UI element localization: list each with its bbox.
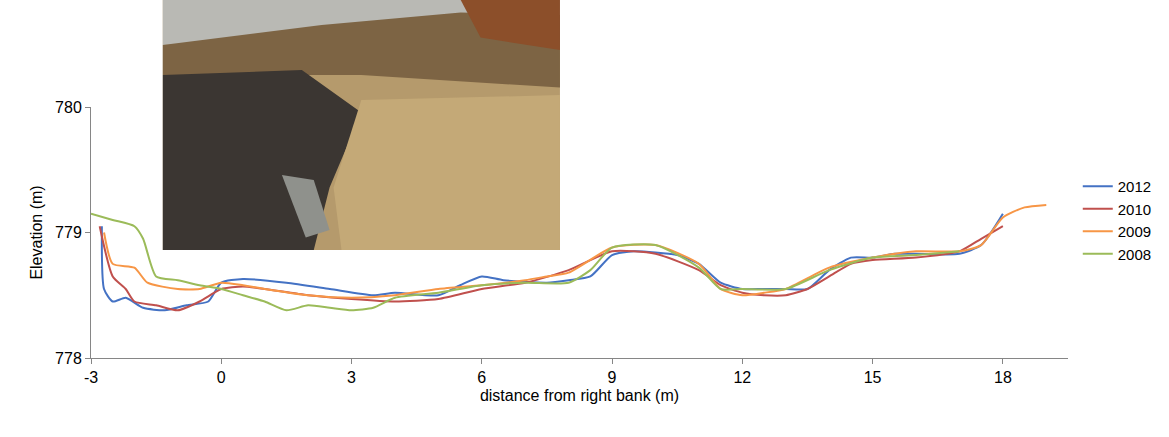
svg-text:12: 12 xyxy=(733,369,751,386)
svg-text:distance from right bank (m): distance from right bank (m) xyxy=(480,387,679,404)
svg-text:Elevation (m): Elevation (m) xyxy=(28,185,45,279)
svg-text:2012: 2012 xyxy=(1118,178,1151,195)
svg-text:3: 3 xyxy=(347,369,356,386)
svg-text:15: 15 xyxy=(864,369,882,386)
svg-text:9: 9 xyxy=(608,369,617,386)
svg-text:779: 779 xyxy=(55,224,82,241)
svg-text:778: 778 xyxy=(55,350,82,367)
svg-text:2010: 2010 xyxy=(1118,201,1151,218)
svg-text:2009: 2009 xyxy=(1118,223,1151,240)
svg-text:2008: 2008 xyxy=(1118,246,1151,263)
svg-text:0: 0 xyxy=(217,369,226,386)
svg-text:18: 18 xyxy=(994,369,1012,386)
svg-text:-3: -3 xyxy=(84,369,98,386)
svg-text:6: 6 xyxy=(477,369,486,386)
svg-text:780: 780 xyxy=(55,99,82,116)
